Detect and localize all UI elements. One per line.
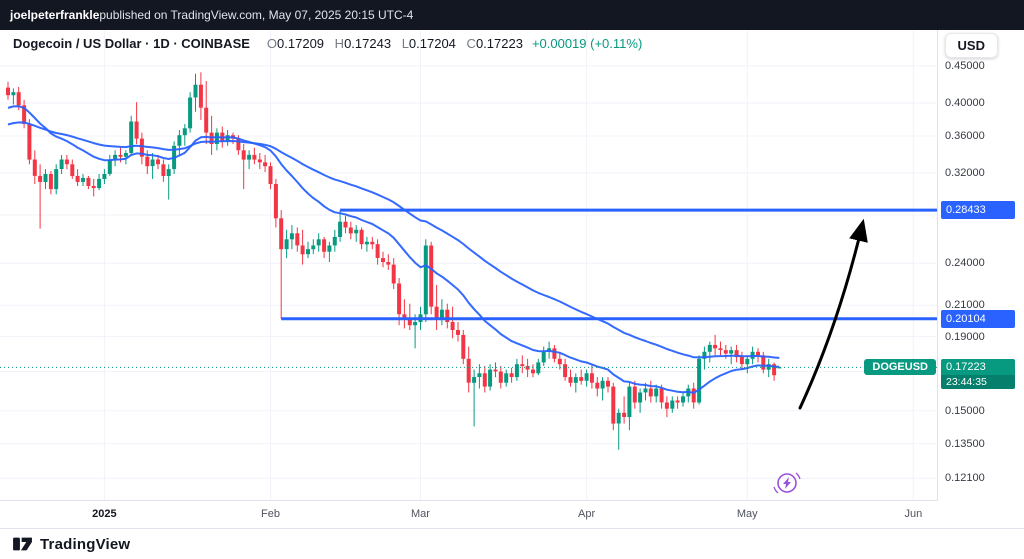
time-tick: May [736,508,758,520]
tradingview-wordmark[interactable]: TradingView [40,535,131,553]
low-label: L [401,36,409,51]
magic-bolt-icon [773,472,801,494]
publish-info-bar: joelpeterfrankle published on TradingVie… [0,0,1024,30]
price-tick: 0.21000 [945,299,985,312]
price-tick: 0.32000 [945,166,985,179]
price-axis[interactable]: 0.28433 0.20104 0.17223 23:44:35 0.45000… [937,30,1024,528]
time-tick: Mar [411,508,430,520]
price-tick: 0.24000 [945,257,985,270]
price-chart-canvas[interactable] [0,30,1024,500]
last-price-value: 0.17223 [946,361,986,374]
price-tick: 0.45000 [945,60,985,72]
change-value: +0.00019 (+0.11%) [531,36,643,51]
time-tick: Apr [577,508,596,520]
last-price-label: 0.17223 23:44:35 [941,359,1015,390]
open-value: 0.17209 [277,36,325,51]
candle-countdown: 23:44:35 [941,375,1015,390]
time-axis[interactable]: 2025 Feb Mar Apr May Jun [0,500,938,528]
high-value: 0.17243 [344,36,392,51]
publish-info-text: published on TradingView.com, May 07, 20… [99,8,414,22]
publisher-username[interactable]: joelpeterfrankle [10,8,100,22]
low-value: 0.17204 [408,36,456,51]
tradingview-logo-icon[interactable] [12,535,33,553]
time-tick: 2025 [92,508,117,520]
time-tick: Feb [261,508,280,520]
footer-bar: TradingView [0,528,1024,559]
close-value: 0.17223 [475,36,523,51]
open-label: O [266,36,278,51]
symbol-legend: Dogecoin / US Dollar · 1D · COINBASE O0.… [13,36,642,51]
ray-price-label-upper: 0.28433 [941,201,1015,220]
price-tick: 0.36000 [945,130,985,143]
symbol-title[interactable]: Dogecoin / US Dollar · 1D · COINBASE [13,36,250,51]
price-tick: 0.13500 [945,437,985,450]
ohlc-readout: O0.17209 H0.17243 L0.17204 C0.17223 [260,36,523,51]
symbol-name-label: DOGEUSD [864,359,936,376]
price-tick: 0.19000 [945,330,985,343]
price-tick: 0.12100 [945,472,985,485]
close-label: C [466,36,476,51]
price-tick: 0.15000 [945,404,985,417]
time-tick: Jun [904,508,923,520]
ray-price-label-lower: 0.20104 [941,309,1015,328]
currency-toggle-button[interactable]: USD [944,33,998,58]
price-tick: 0.40000 [945,96,985,109]
high-label: H [334,36,345,51]
